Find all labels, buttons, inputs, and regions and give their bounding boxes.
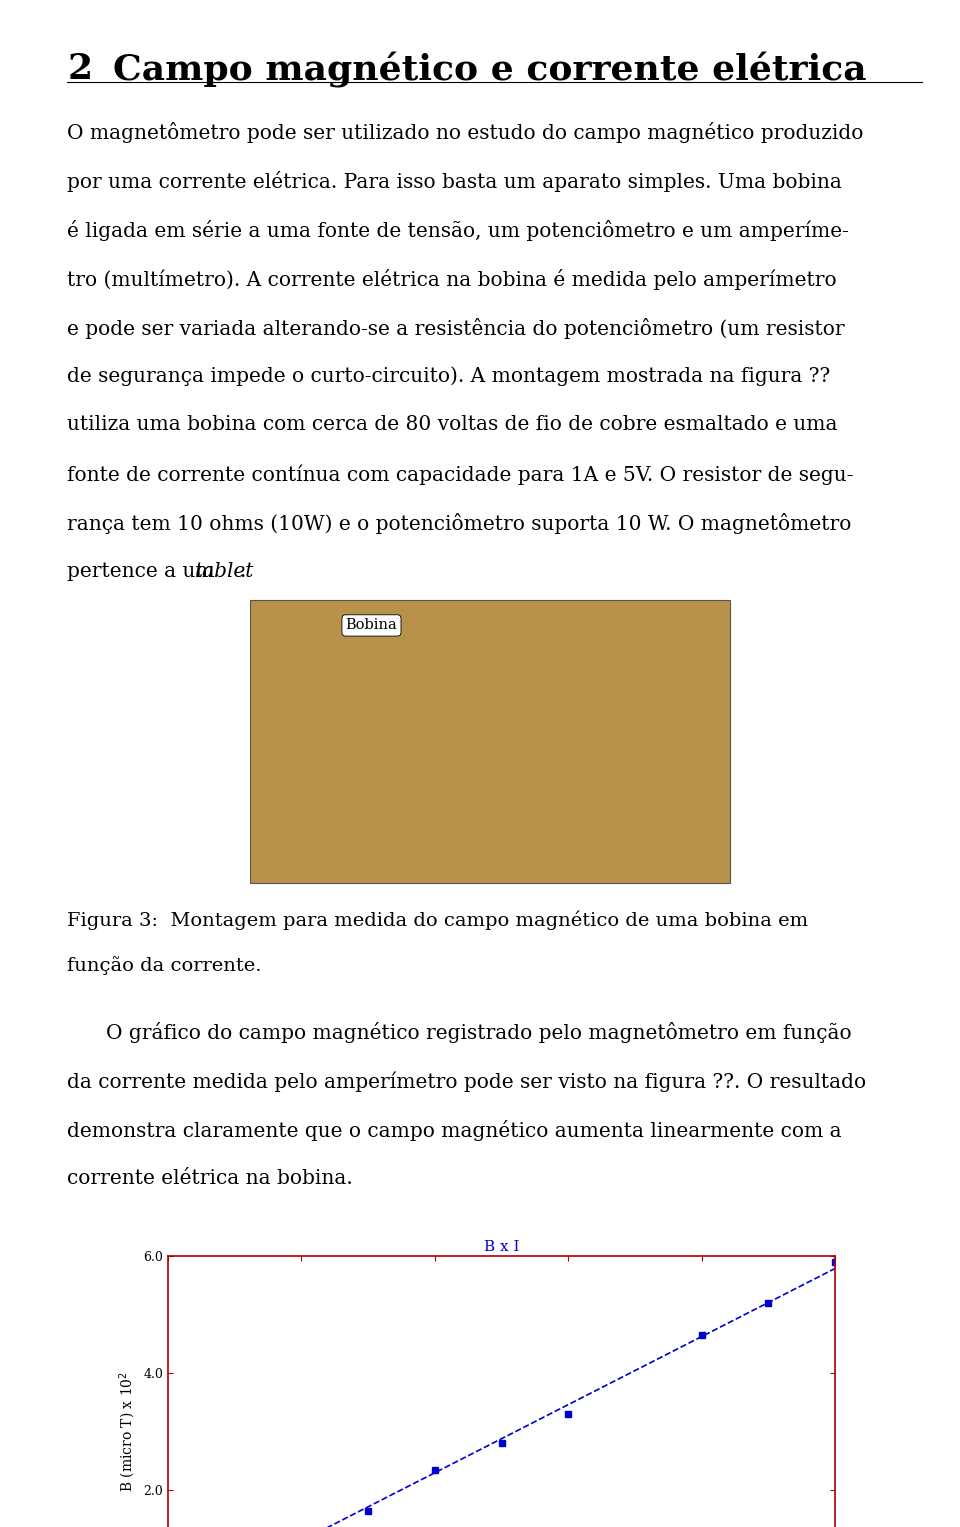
- Text: pertence a um: pertence a um: [67, 562, 221, 580]
- Title: B x I: B x I: [484, 1240, 519, 1254]
- Text: Bobina: Bobina: [346, 618, 397, 632]
- Text: rança tem 10 ohms (10W) e o potenciômetro suporta 10 W. O magnetômetro: rança tem 10 ohms (10W) e o potenciômetr…: [67, 513, 852, 534]
- Text: demonstra claramente que o campo magnético aumenta linearmente com a: demonstra claramente que o campo magnéti…: [67, 1121, 842, 1141]
- Text: função da corrente.: função da corrente.: [67, 956, 262, 976]
- Text: Campo magnético e corrente elétrica: Campo magnético e corrente elétrica: [113, 52, 867, 89]
- Text: utiliza uma bobina com cerca de 80 voltas de fio de cobre esmaltado e uma: utiliza uma bobina com cerca de 80 volta…: [67, 415, 838, 434]
- Y-axis label: B (micro T) x 10$^2$: B (micro T) x 10$^2$: [117, 1371, 137, 1492]
- Text: de segurança impede o curto-circuito). A montagem mostrada na figura ??: de segurança impede o curto-circuito). A…: [67, 366, 830, 386]
- Text: por uma corrente elétrica. Para isso basta um aparato simples. Uma bobina: por uma corrente elétrica. Para isso bas…: [67, 171, 842, 192]
- Text: 2: 2: [67, 52, 92, 86]
- Text: da corrente medida pelo amperímetro pode ser visto na figura ??. O resultado: da corrente medida pelo amperímetro pode…: [67, 1072, 866, 1092]
- Text: Figura 3:  Montagem para medida do campo magnético de uma bobina em: Figura 3: Montagem para medida do campo …: [67, 910, 808, 930]
- Bar: [250, 600, 730, 883]
- Text: fonte de corrente contínua com capacidade para 1A e 5V. O resistor de segu-: fonte de corrente contínua com capacidad…: [67, 464, 853, 484]
- Text: O magnetômetro pode ser utilizado no estudo do campo magnético produzido: O magnetômetro pode ser utilizado no est…: [67, 122, 864, 144]
- Text: e pode ser variada alterando-se a resistência do potenciômetro (um resistor: e pode ser variada alterando-se a resist…: [67, 318, 845, 339]
- Text: tablet: tablet: [195, 562, 254, 580]
- Text: .: .: [239, 562, 246, 580]
- Text: 4: 4: [473, 1500, 487, 1518]
- Text: tro (multímetro). A corrente elétrica na bobina é medida pelo amperímetro: tro (multímetro). A corrente elétrica na…: [67, 269, 837, 290]
- Text: O gráfico do campo magnético registrado pelo magnetômetro em função: O gráfico do campo magnético registrado …: [106, 1023, 852, 1043]
- Text: corrente elétrica na bobina.: corrente elétrica na bobina.: [67, 1170, 353, 1188]
- Text: é ligada em série a uma fonte de tensão, um potenciômetro e um amperíme-: é ligada em série a uma fonte de tensão,…: [67, 220, 849, 241]
